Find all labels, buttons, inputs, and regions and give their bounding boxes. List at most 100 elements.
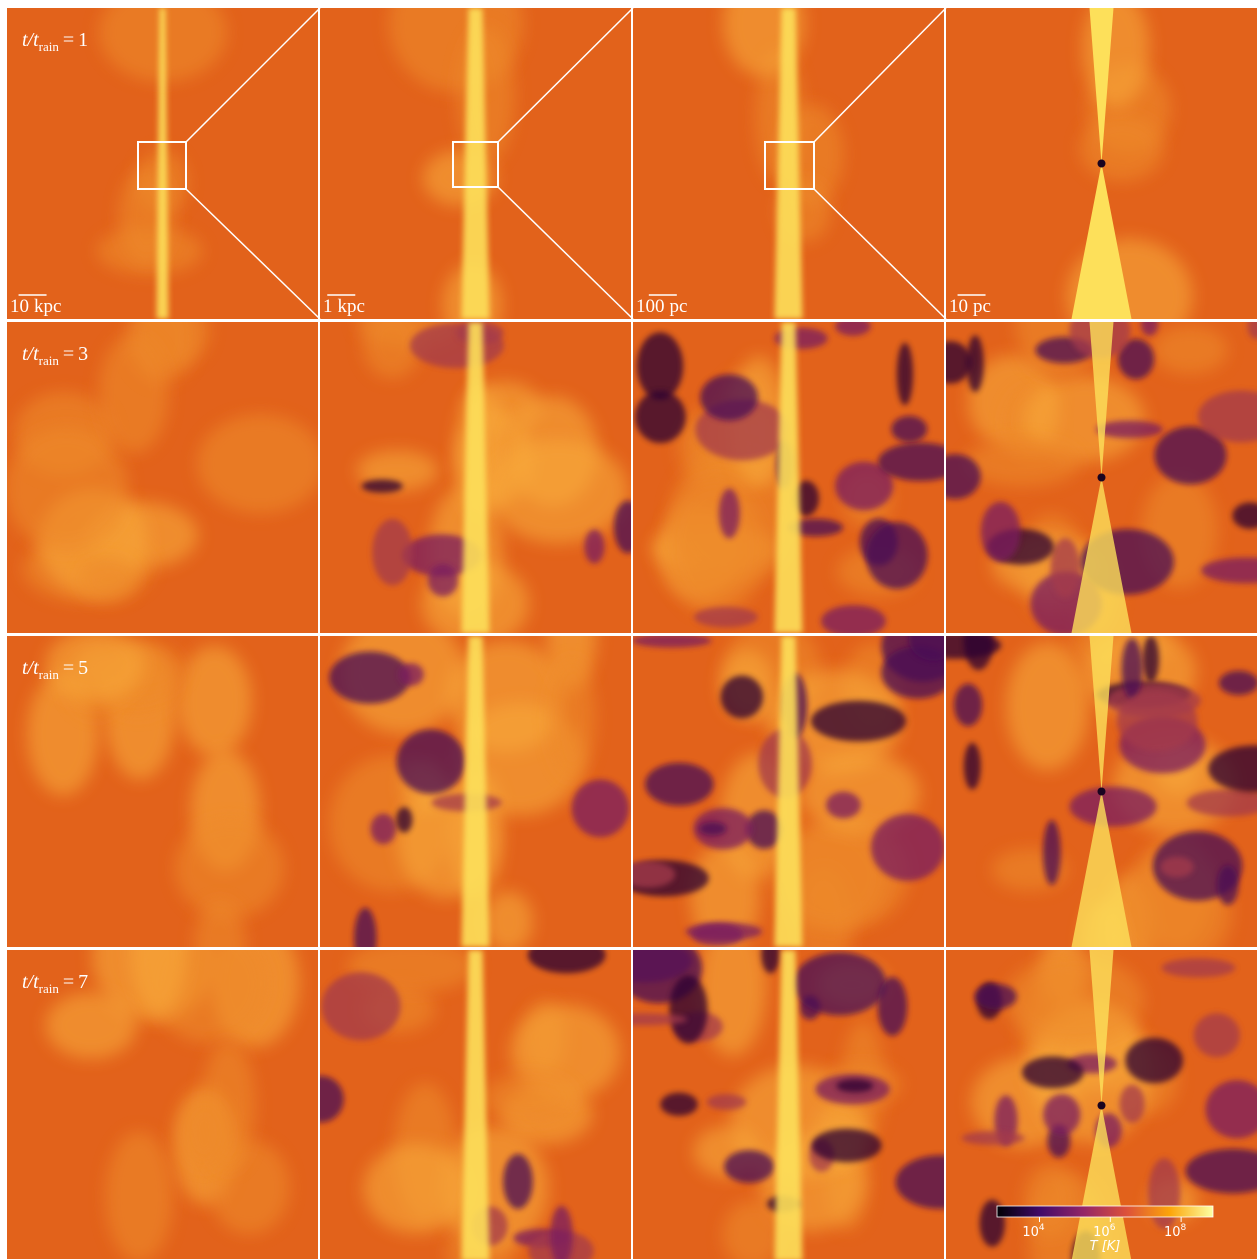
cold-gas [877, 442, 944, 482]
tick-base: 10 [1022, 1225, 1039, 1240]
cold-gas [1119, 1084, 1145, 1124]
cold-gas [1142, 636, 1160, 683]
scale-unit: kpc [34, 296, 61, 317]
panel [633, 8, 944, 319]
row-label: t/train = 3 [22, 343, 88, 368]
scale-length: 1 [323, 296, 333, 317]
plume [1152, 325, 1228, 374]
cold-gas [1042, 819, 1061, 886]
panel [7, 636, 318, 947]
panel [946, 8, 1257, 319]
panel [7, 322, 318, 633]
cold-gas [954, 683, 983, 727]
cold-gas [699, 821, 727, 836]
plume [1006, 642, 1089, 771]
plume [130, 950, 188, 1015]
scale-unit: pc [973, 296, 991, 317]
scale-length: 10 [10, 296, 29, 317]
cold-gas [835, 322, 871, 336]
cold-gas [811, 1128, 882, 1163]
scale-bar-label: 1 kpc [323, 296, 365, 317]
cold-gas [1069, 786, 1157, 827]
zoom-line [497, 186, 634, 320]
time-symbol: t/t [22, 29, 39, 51]
cold-gas [810, 700, 907, 742]
cold-gas [370, 813, 397, 845]
cold-gas [329, 651, 411, 704]
cold-gas [402, 534, 482, 577]
time-relation: = [63, 657, 74, 679]
plume [690, 841, 760, 947]
scale-length: 10 [949, 296, 968, 317]
plume [362, 322, 422, 379]
jet [774, 322, 803, 633]
plume [799, 752, 920, 835]
panel [320, 950, 631, 1259]
plume [549, 659, 596, 778]
panel [633, 636, 944, 947]
plume [175, 818, 284, 919]
plume [1005, 955, 1144, 1045]
cold-gas [1232, 502, 1257, 529]
cold-gas [1247, 322, 1257, 340]
plume [488, 439, 628, 544]
cold-gas [633, 1013, 688, 1026]
cold-gas [946, 454, 981, 500]
cold-gas [427, 563, 459, 597]
cold-gas [961, 1131, 1025, 1146]
cold-gas [527, 950, 606, 974]
panel [320, 636, 631, 947]
overlay: t/train = 1t/train = 3t/train = 5t/train = 710 kp… [10, 7, 1214, 1254]
tick-base: 10 [1164, 1225, 1181, 1240]
cold-gas [1197, 390, 1257, 443]
plume [363, 1143, 470, 1234]
cold-gas [720, 675, 764, 719]
time-relation: = [63, 971, 74, 993]
cold-gas [1205, 1080, 1257, 1139]
cold-gas [635, 390, 686, 444]
cold-gas [974, 983, 1017, 1010]
cold-gas [1160, 856, 1194, 878]
plume [98, 334, 169, 454]
zoom-box [452, 141, 499, 188]
cold-gas [836, 1079, 874, 1093]
cold-gas [700, 374, 758, 421]
plume [722, 1200, 783, 1259]
core [1097, 159, 1106, 168]
zoom-line [185, 188, 321, 320]
cold-gas [1208, 745, 1257, 793]
cold-gas [645, 762, 714, 806]
plume [194, 900, 246, 947]
cold-gas [877, 977, 908, 1036]
cold-gas [1218, 670, 1257, 696]
cold-gas [1161, 958, 1236, 978]
colorbar-tick-label: 108 [1164, 1223, 1187, 1240]
core [1097, 787, 1106, 796]
panel [946, 322, 1257, 633]
cold-gas [1116, 690, 1198, 752]
zoom-line [813, 7, 947, 143]
time-subscript: rain [39, 981, 60, 996]
plume [45, 636, 145, 702]
cold-gas [633, 636, 712, 648]
cold-gas [963, 742, 981, 790]
cold-gas [718, 488, 740, 539]
cold-gas [966, 335, 984, 392]
cold-gas [1050, 538, 1081, 598]
cold-gas [1096, 420, 1163, 439]
time-value: 7 [78, 971, 88, 993]
plume [197, 414, 318, 514]
cold-gas [633, 861, 676, 888]
cold-gas [1148, 1158, 1181, 1229]
zoom-box [764, 141, 815, 190]
colorbar-label: T [K] [1090, 1239, 1121, 1254]
colorbar-tick-label: 106 [1093, 1223, 1116, 1240]
cold-gas [1140, 322, 1159, 336]
time-value: 3 [78, 343, 88, 365]
cold-gas [1201, 557, 1257, 584]
panel [320, 8, 631, 319]
cold-gas [372, 518, 413, 586]
cold-gas [691, 923, 744, 947]
cold-gas [361, 479, 403, 493]
